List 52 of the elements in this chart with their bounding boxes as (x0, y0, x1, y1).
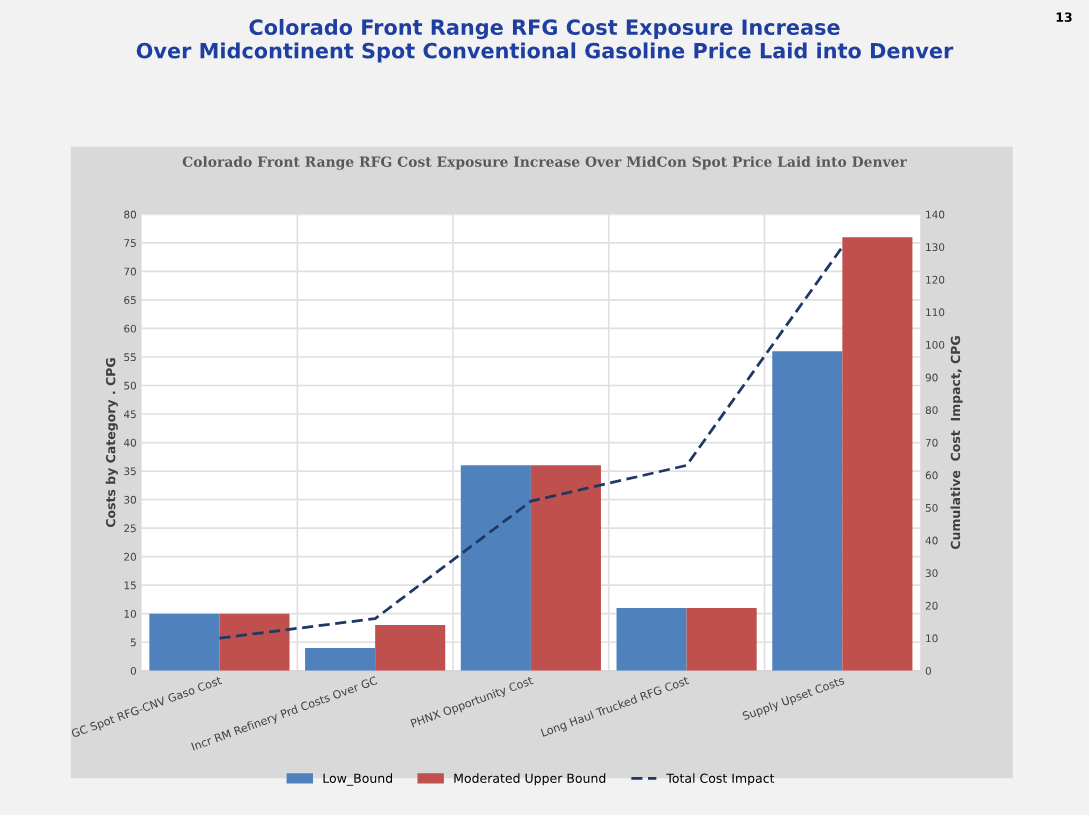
y2-tick-label: 90 (925, 373, 938, 382)
line-series (218, 245, 844, 640)
y2-tick-label: 40 (925, 536, 938, 545)
y-tick-label: 70 (124, 267, 137, 276)
legend-label: Low_Bound (323, 773, 393, 786)
y-tick-label: 35 (124, 467, 136, 476)
y2-tick-label: 140 (926, 210, 945, 219)
y-tick-label: 25 (124, 524, 136, 533)
bar (305, 647, 376, 671)
y-tick-label: 50 (124, 381, 137, 390)
bar (530, 465, 601, 671)
y2-tick-label: 60 (925, 471, 938, 480)
y2-tick-label: 30 (925, 569, 938, 578)
bar (219, 613, 290, 671)
y2-tick-label: 70 (925, 438, 938, 447)
y-tick-label: 65 (124, 296, 136, 305)
bar (772, 351, 843, 671)
y-tick-label: 40 (123, 438, 137, 447)
y2-tick-label: 130 (926, 243, 945, 252)
bar (460, 465, 531, 671)
y-tick-label: 60 (124, 324, 137, 333)
y-tick-label: 75 (124, 239, 136, 247)
y2-tick-label: 80 (925, 406, 938, 415)
y-tick-label: 10 (124, 609, 137, 618)
y2-tick-label: 10 (926, 634, 938, 643)
y2-axis-title: Cumulative Cost Impact, CPG (950, 336, 963, 550)
y2-tick-label: 0 (925, 666, 931, 675)
y-tick-label: 15 (124, 581, 136, 590)
legend-label: Moderated Upper Bound (454, 773, 606, 786)
y2-tick-label: 50 (925, 503, 938, 512)
y-tick-label: 80 (124, 210, 137, 219)
bar (842, 237, 913, 671)
y-tick-label: 30 (124, 495, 137, 504)
x-tick-label: Supply Upset Costs (741, 675, 846, 723)
y-tick-label: 20 (124, 552, 137, 561)
bar (149, 613, 220, 671)
y-tick-label: 5 (130, 638, 136, 647)
chart-subtitle: Colorado Front Range RFG Cost Exposure Increase Over MidCon Spot Price Laid into Denver (182, 156, 907, 170)
y2-tick-label: 20 (925, 601, 938, 610)
y2-tick-label: 120 (926, 275, 945, 284)
y-tick-label: 0 (130, 666, 137, 675)
y2-tick-label: 100 (926, 340, 945, 349)
bar (616, 607, 687, 671)
bar (375, 625, 446, 671)
y-axis-title: Costs by Category . CPG (105, 358, 118, 528)
y-tick-label: 45 (123, 410, 136, 419)
text: 13 (1056, 12, 1072, 22)
legend-label: Total Cost Impact (666, 773, 775, 786)
bar (686, 607, 757, 671)
y2-tick-label: 110 (926, 308, 945, 317)
chart-title: Colorado Front Range RFG Cost Exposure Increase Over Midcontinent Spot Conventional Gasoline Price Laid into Denver (136, 18, 954, 63)
y-tick-label: 55 (124, 353, 136, 362)
